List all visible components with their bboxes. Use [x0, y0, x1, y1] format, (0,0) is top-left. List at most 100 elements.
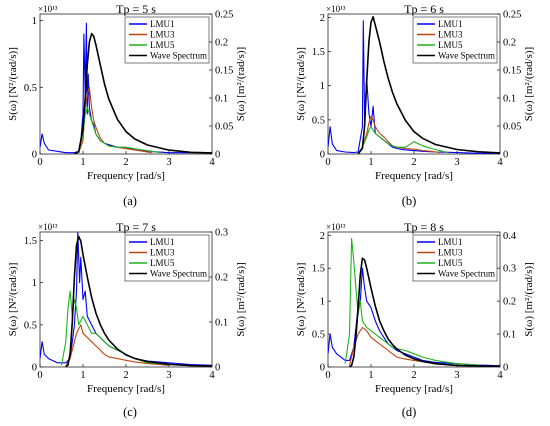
chart-panel-3: 0 1 2 3 400.511.500.10.20.3×10¹³ Tp = 7 sFreq… — [7, 220, 247, 419]
y-exponent-label: ×10¹³ — [38, 222, 58, 232]
x-tick-label: 0 — [325, 157, 330, 168]
series-line-wave-spectrum — [74, 32, 212, 154]
y-tick-label: 1 — [32, 16, 37, 27]
series-line-lmu5 — [357, 126, 449, 154]
x-tick-label: 1 — [368, 370, 373, 381]
x-axis-label: Frequency [rad/s] — [375, 383, 453, 395]
series-line-lmu3 — [78, 86, 152, 154]
legend-entry: LMU1 — [150, 19, 175, 29]
y2-tick-label: 0 — [215, 150, 220, 161]
chart-title: Tp = 8 s — [404, 220, 444, 234]
series-line-lmu3 — [348, 326, 458, 367]
x-tick-label: 3 — [166, 370, 171, 381]
y-tick-label: 1.5 — [312, 264, 325, 275]
x-tick-label: 1 — [80, 157, 85, 168]
y-exponent-label: ×10¹³ — [326, 4, 346, 14]
y2-tick-label: 0.1 — [215, 318, 228, 329]
x-tick-label: 1 — [80, 370, 85, 381]
y2-axis-label: S(ω) [m²/(rad/s)] — [523, 262, 535, 336]
series-line-lmu5 — [344, 238, 479, 366]
x-tick-label: 1 — [368, 157, 373, 168]
y2-tick-label: 0.05 — [215, 122, 233, 133]
series-line-wave-spectrum — [357, 15, 500, 154]
legend-entry: Wave Spectrum — [150, 269, 207, 279]
y-tick-label: 1 — [320, 81, 325, 92]
y2-tick-label: 0.1 — [503, 94, 516, 105]
y2-tick-label: 0.1 — [503, 330, 516, 341]
legend-entry: LMU3 — [150, 248, 175, 258]
series-line-lmu1 — [328, 20, 500, 154]
x-axis-label: Frequency [rad/s] — [87, 170, 165, 182]
y2-tick-label: 0.25 — [215, 10, 233, 21]
chart-title: Tp = 5 s — [116, 2, 156, 16]
x-tick-label: 2 — [123, 370, 128, 381]
x-tick-label: 2 — [411, 370, 416, 381]
y-axis-label: S(ω) [N²/(rad/s)] — [295, 263, 307, 337]
y2-tick-label: 0.05 — [503, 122, 521, 133]
legend-entry: Wave Spectrum — [150, 51, 207, 61]
y2-axis-label: S(ω) [m²/(rad/s)] — [235, 47, 247, 121]
y2-tick-label: 0.2 — [503, 38, 516, 49]
y2-tick-label: 0 — [215, 363, 220, 374]
series-line-wave-spectrum — [349, 257, 500, 367]
x-axis-label: Frequency [rad/s] — [375, 170, 453, 182]
legend-entry: Wave Spectrum — [438, 51, 495, 61]
y-tick-label: 1.5 — [312, 47, 325, 58]
series-lines — [40, 22, 212, 154]
series-lines — [40, 232, 212, 367]
y-tick-label: 1.5 — [24, 236, 37, 247]
y-exponent-label: ×10¹³ — [326, 222, 346, 232]
legend-entry: LMU1 — [438, 19, 463, 29]
panel-caption: (c) — [123, 405, 137, 419]
y2-tick-label: 0.15 — [503, 66, 521, 77]
y2-tick-label: 0.2 — [215, 273, 228, 284]
x-tick-label: 0 — [37, 157, 42, 168]
x-tick-label: 4 — [209, 157, 215, 168]
series-line-lmu3 — [357, 115, 440, 154]
y-tick-label: 0.5 — [24, 83, 37, 94]
legend-entry: LMU1 — [150, 237, 175, 247]
legend-entry: LMU1 — [438, 237, 463, 247]
x-tick-label: 4 — [497, 370, 503, 381]
x-tick-label: 4 — [209, 370, 215, 381]
y-tick-label: 1 — [320, 297, 325, 308]
y-tick-label: 0 — [320, 363, 325, 374]
y-exponent-label: ×10¹³ — [38, 4, 58, 14]
y-axis-label: S(ω) [N²/(rad/s)] — [7, 263, 19, 337]
y2-tick-label: 0.25 — [503, 10, 521, 21]
series-lines — [328, 238, 500, 367]
y-tick-label: 0.5 — [312, 115, 325, 126]
y2-tick-label: 0 — [503, 150, 508, 161]
y2-tick-label: 0.15 — [215, 66, 233, 77]
y2-axis-label: S(ω) [m²/(rad/s)] — [235, 262, 247, 336]
y2-tick-label: 0.3 — [503, 264, 516, 275]
panel-caption: (a) — [123, 194, 137, 208]
chart-title: Tp = 7 s — [116, 220, 156, 234]
legend-entry: LMU5 — [438, 258, 463, 268]
x-tick-label: 2 — [123, 157, 128, 168]
x-tick-label: 3 — [166, 157, 171, 168]
y2-axis-label: S(ω) [m²/(rad/s)] — [523, 47, 535, 121]
y2-tick-label: 0.3 — [215, 228, 228, 239]
y-tick-label: 0.5 — [24, 320, 37, 331]
y-tick-label: 0 — [32, 150, 37, 161]
legend-entry: LMU5 — [438, 40, 463, 50]
x-tick-label: 0 — [325, 370, 330, 381]
y-tick-label: 2 — [320, 13, 325, 24]
x-tick-label: 2 — [411, 157, 416, 168]
series-lines — [328, 15, 500, 154]
y2-tick-label: 0.2 — [503, 297, 516, 308]
x-tick-label: 4 — [497, 157, 503, 168]
y-tick-label: 0 — [320, 150, 325, 161]
series-line-wave-spectrum — [65, 235, 212, 367]
y-tick-label: 1 — [32, 278, 37, 289]
x-tick-label: 0 — [37, 370, 42, 381]
y-axis-label: S(ω) [N²/(rad/s)] — [295, 47, 307, 121]
